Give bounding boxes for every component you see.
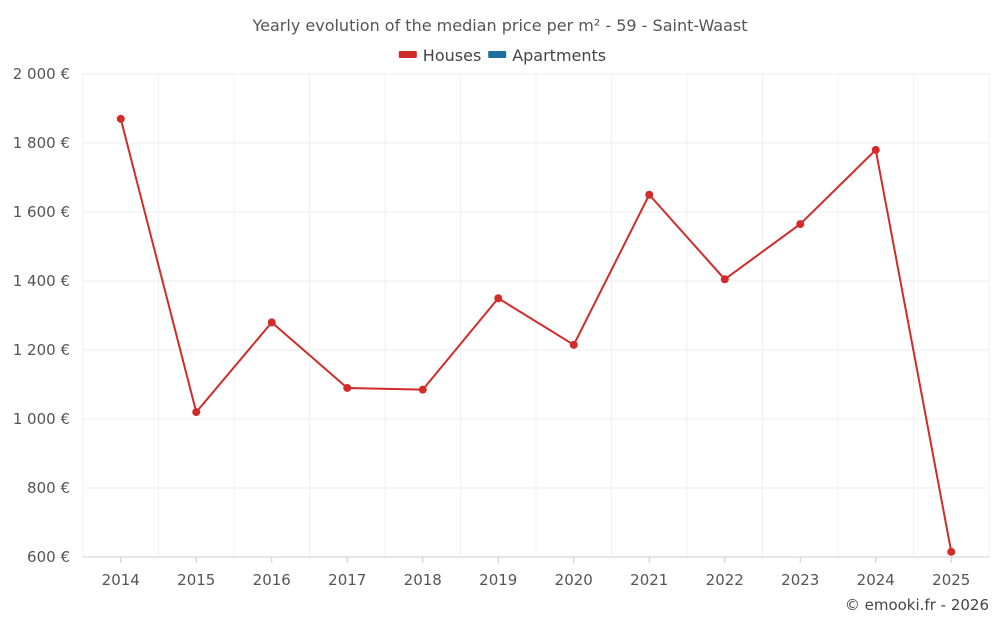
legend: Houses Apartments	[398, 46, 606, 65]
credit-text: © emooki.fr - 2026	[845, 596, 989, 614]
legend-swatch-apartments	[488, 51, 507, 58]
y-tick-label: 1 600 €	[13, 203, 70, 221]
x-tick-label: 2025	[932, 571, 970, 589]
x-axis: 2014 2015 2016 2017 2018 2019 2020 2021 2022 2023…	[102, 557, 970, 589]
x-tick-label: 2023	[781, 571, 819, 589]
data-point-houses-2017	[343, 383, 352, 392]
chart-title: Yearly evolution of the median price per…	[252, 16, 748, 35]
data-point-houses-2016	[267, 318, 276, 327]
x-tick-label: 2018	[404, 571, 442, 589]
legend-label-apartments: Apartments	[512, 46, 606, 65]
x-tick-label: 2016	[253, 571, 291, 589]
legend-swatch-houses	[398, 51, 417, 58]
y-tick-label: 800 €	[27, 479, 70, 497]
x-tick-label: 2014	[102, 571, 140, 589]
y-tick-label: 2 000 €	[13, 65, 70, 83]
y-tick-label: 1 200 €	[13, 341, 70, 359]
y-tick-label: 600 €	[27, 548, 70, 566]
x-tick-label: 2019	[479, 571, 517, 589]
x-tick-label: 2022	[706, 571, 744, 589]
x-tick-label: 2020	[555, 571, 593, 589]
series-layer	[116, 114, 956, 556]
grid	[82, 73, 990, 558]
y-tick-label: 1 000 €	[13, 410, 70, 428]
data-point-houses-2024	[871, 145, 880, 154]
data-point-houses-2014	[116, 114, 125, 123]
y-tick-label: 1 800 €	[13, 134, 70, 152]
series-line-houses	[119, 118, 953, 553]
y-axis: 600 € 800 € 1 000 € 1 200 € 1 400 € 1 600 € 1 …	[13, 65, 70, 566]
data-point-houses-2025	[947, 547, 956, 556]
data-point-houses-2019	[494, 294, 503, 303]
x-tick-label: 2017	[328, 571, 366, 589]
data-point-houses-2022	[720, 275, 729, 284]
data-point-houses-2020	[569, 340, 578, 349]
legend-label-houses: Houses	[423, 46, 481, 65]
x-tick-label: 2024	[857, 571, 895, 589]
data-point-houses-2023	[796, 220, 805, 229]
data-point-houses-2018	[418, 385, 427, 394]
x-tick-label: 2021	[630, 571, 668, 589]
x-tick-label: 2015	[177, 571, 215, 589]
data-point-houses-2015	[192, 408, 201, 417]
y-tick-label: 1 400 €	[13, 272, 70, 290]
data-point-houses-2021	[645, 190, 654, 199]
